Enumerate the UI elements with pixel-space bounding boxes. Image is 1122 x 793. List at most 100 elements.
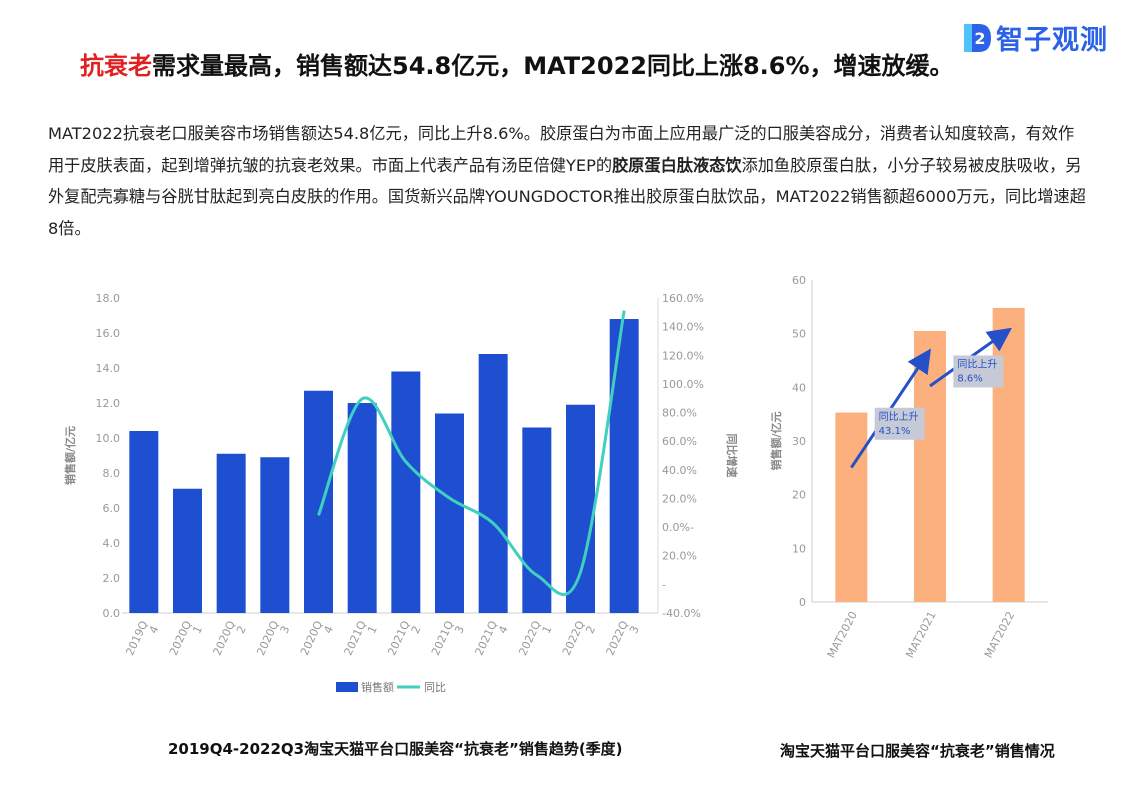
y-tick-label: 30 [792, 435, 806, 448]
right-y-tick-label: 60.0% [662, 435, 697, 448]
sales-bar [304, 390, 333, 613]
right-y-tick-label: 0.0%- [662, 521, 694, 534]
mat-sales-bar [914, 330, 946, 602]
x-tick-label-line: 2022Q [516, 618, 543, 657]
right-y-tick-label: -40.0% [662, 607, 701, 620]
y-tick-label: 40 [792, 381, 806, 394]
x-tick-label: 2019Q4 [123, 618, 162, 657]
left-y-tick-label: 4.0 [103, 537, 121, 550]
left-y-tick-label: 18.0 [96, 292, 121, 305]
x-tick-label-line: 2020Q [211, 618, 238, 657]
right-y-tick-label: 20.0% [662, 550, 697, 563]
x-tick-label-line: 2 [583, 624, 598, 636]
annotation-label: 同比上升 [957, 358, 997, 370]
x-tick-label-line: 2019Q [123, 618, 150, 657]
left-y-axis-title: 销售额/亿元 [63, 426, 77, 485]
right-y-tick-label: 20.0% [662, 492, 697, 505]
right-y-tick-label: 80.0% [662, 407, 697, 420]
brand-logo: 2 智子观测 [962, 18, 1108, 57]
mat-sales-bar [992, 307, 1025, 602]
right-y-axis-title: 同比增速 [725, 434, 739, 478]
legend-label-yoy: 同比 [424, 681, 446, 694]
annotation-value: 43.1% [879, 426, 911, 437]
left-y-tick-label: 8.0 [103, 467, 121, 480]
right-y-tick-label: 140.0% [662, 321, 704, 334]
sales-bar [391, 371, 421, 613]
y-tick-label: 10 [792, 542, 806, 555]
x-tick-label-line: 4 [496, 624, 511, 636]
sales-bar [173, 488, 202, 613]
sales-bar [129, 431, 159, 613]
x-tick-label-line: 3 [278, 624, 293, 636]
quarterly-sales-chart: 0.02.04.06.08.010.012.014.016.018.0-40.0… [63, 292, 739, 694]
x-tick-label: MAT2022 [982, 609, 1017, 660]
x-tick-label-line: 2020Q [254, 618, 281, 657]
annotation-label: 同比上升 [879, 411, 919, 423]
sales-bar [260, 457, 290, 613]
page-headline: 抗衰老需求量最高，销售额达54.8亿元，MAT2022同比上涨8.6%，增速放缓… [80, 46, 954, 81]
sales-bar [216, 453, 246, 613]
sales-bar [435, 413, 464, 613]
x-tick-label-line: 2021Q [385, 618, 412, 657]
right-y-tick-label: 120.0% [662, 349, 704, 362]
left-y-tick-label: 16.0 [96, 327, 121, 340]
left-y-tick-label: 10.0 [96, 432, 121, 445]
x-tick-label-line: 2 [234, 624, 249, 636]
x-tick-label-line: 2021Q [342, 618, 369, 657]
x-tick-label-line: 1 [540, 624, 555, 636]
logo-badge-number: 2 [974, 29, 985, 48]
x-tick-label-line: 2022Q [604, 618, 631, 657]
logo-text: 智子观测 [996, 25, 1108, 56]
right-y-tick-label: 100.0% [662, 378, 704, 391]
headline-rest: 需求量最高，销售额达54.8亿元，MAT2022同比上涨8.6%，增速放缓。 [152, 52, 954, 80]
paragraph-part-1: MAT2022抗衰老口服美容市场销售额达54.8亿元，同比上升8.6%。胶原蛋白… [48, 124, 1075, 175]
right-y-tick-label: 160.0% [662, 292, 704, 305]
left-y-tick-label: 2.0 [103, 572, 121, 585]
left-y-tick-label: 6.0 [103, 502, 121, 515]
left-chart-caption: 2019Q4-2022Q3淘宝天猫平台口服美容“抗衰老”销售趋势(季度) [168, 740, 623, 758]
right-chart-caption: 淘宝天猫平台口服美容“抗衰老”销售情况 [780, 742, 1055, 760]
x-tick-label-line: 2022Q [560, 618, 587, 657]
right-y-tick-label: - [662, 578, 666, 591]
left-y-tick-label: 0.0 [103, 607, 121, 620]
y-tick-label: 50 [792, 328, 806, 341]
x-tick-label-line: 2021Q [429, 618, 456, 657]
legend-swatch-sales [336, 682, 358, 692]
left-y-tick-label: 12.0 [96, 397, 121, 410]
y-tick-label: 0 [799, 596, 806, 609]
x-tick-label-line: 1 [365, 624, 380, 636]
x-tick-label: MAT2020 [825, 609, 860, 660]
x-tick-label-line: 1 [190, 624, 205, 636]
annotation-box [874, 407, 925, 440]
x-tick-label-line: 4 [147, 624, 162, 636]
yoy-growth-line [317, 310, 626, 597]
paragraph-part-2: 添加鱼胶原蛋白肽，小分子较易被皮肤吸收，另外复配壳寡糖与谷胱甘肽起到亮白皮肤的作… [48, 155, 1086, 238]
sales-bar [478, 354, 508, 613]
x-tick-label-line: 4 [321, 624, 336, 636]
y-tick-label: 60 [792, 274, 806, 287]
x-tick-label: MAT2021 [903, 609, 938, 660]
right-y-tick-label: 40.0% [662, 464, 697, 477]
sales-bar [566, 404, 595, 613]
y-tick-label: 20 [792, 489, 806, 502]
paragraph-product-name: 胶原蛋白肽液态饮 [612, 155, 742, 175]
x-tick-label-line: 2020Q [167, 618, 194, 657]
sales-bar [609, 319, 639, 613]
x-tick-label-line: 2020Q [298, 618, 325, 657]
x-tick-label-line: 3 [452, 624, 467, 636]
annotation-value: 8.6% [957, 373, 982, 384]
x-tick-label-line: 2021Q [473, 618, 500, 657]
y-axis-title: 销售额/亿元 [769, 411, 783, 470]
left-y-tick-label: 14.0 [96, 362, 121, 375]
headline-highlight: 抗衰老 [80, 52, 152, 80]
summary-paragraph: MAT2022抗衰老口服美容市场销售额达54.8亿元，同比上升8.6%。胶原蛋白… [48, 118, 1088, 244]
